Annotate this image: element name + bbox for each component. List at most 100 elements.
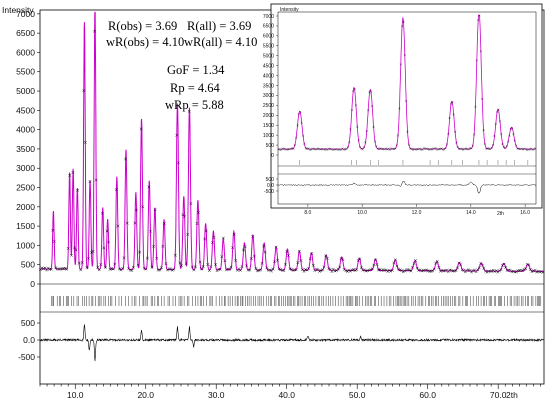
observed-point bbox=[527, 263, 531, 267]
observed-point bbox=[257, 268, 261, 272]
observed-point bbox=[85, 265, 89, 269]
y-tick-label: 6500 bbox=[16, 28, 35, 38]
inset-observed-point bbox=[369, 90, 372, 93]
x-tick-label: 50.0 bbox=[349, 390, 366, 400]
inset-y-tick-label: 2000 bbox=[263, 113, 274, 119]
inset-observed-point bbox=[410, 147, 413, 151]
inset-observed-point bbox=[512, 133, 515, 136]
inset-observed-point bbox=[301, 134, 305, 137]
inset-observed-point bbox=[520, 147, 523, 150]
y-tick-label: 3000 bbox=[16, 163, 35, 173]
inset-observed-point bbox=[399, 63, 402, 66]
inset-observed-point bbox=[500, 133, 503, 136]
inset-observed-point bbox=[372, 125, 375, 129]
inset-observed-point bbox=[506, 140, 510, 143]
observed-point bbox=[190, 265, 194, 269]
observed-point bbox=[279, 268, 283, 271]
observed-point bbox=[195, 222, 199, 225]
inset-observed-point bbox=[444, 147, 447, 150]
inset-observed-point bbox=[477, 19, 480, 22]
observed-point bbox=[386, 269, 390, 273]
observed-point bbox=[380, 268, 383, 272]
observed-point bbox=[107, 240, 111, 244]
observed-point bbox=[310, 252, 314, 255]
y-tick-label: 1500 bbox=[16, 221, 35, 231]
observed-point bbox=[71, 171, 75, 174]
observed-point bbox=[353, 269, 357, 272]
observed-point bbox=[318, 269, 321, 273]
inset-observed-point bbox=[493, 134, 496, 138]
observed-point bbox=[456, 266, 459, 270]
inset-observed-point bbox=[386, 148, 389, 151]
inset-y-tick-label: 7000 bbox=[263, 14, 274, 20]
inset-observed-point bbox=[490, 146, 493, 149]
inset-observed-point bbox=[353, 87, 356, 91]
observed-point bbox=[476, 268, 480, 272]
observed-point bbox=[359, 266, 363, 270]
observed-point bbox=[138, 250, 142, 254]
observed-point bbox=[136, 263, 140, 267]
wr-all-stat: wR(all) = 4.10 bbox=[184, 35, 257, 49]
observed-point bbox=[466, 268, 470, 272]
observed-point bbox=[358, 257, 362, 261]
observed-point bbox=[150, 265, 154, 269]
inset-observed-point bbox=[387, 147, 390, 150]
inset-observed-point bbox=[367, 109, 370, 112]
observed-point bbox=[86, 256, 90, 260]
observed-point bbox=[273, 260, 276, 264]
observed-point bbox=[502, 262, 506, 266]
inset-observed-point bbox=[310, 148, 313, 151]
observed-point bbox=[142, 266, 146, 270]
observed-point bbox=[152, 244, 156, 248]
observed-point bbox=[418, 268, 422, 272]
inset-observed-point bbox=[460, 147, 463, 150]
inset-observed-point bbox=[401, 25, 404, 28]
inset-observed-point bbox=[303, 142, 306, 145]
inset-difference-curve bbox=[277, 180, 537, 194]
inset-observed-point bbox=[368, 91, 371, 94]
y-tick-label: 2000 bbox=[16, 202, 35, 212]
observed-point bbox=[90, 251, 93, 254]
inset-observed-point bbox=[350, 109, 353, 112]
inset-observed-point bbox=[515, 144, 518, 147]
observed-point bbox=[220, 255, 224, 259]
observed-point bbox=[180, 264, 183, 268]
inset-observed-point bbox=[383, 148, 386, 151]
inset-observed-point bbox=[528, 148, 531, 151]
inset-observed-point bbox=[511, 127, 514, 130]
x-axis-label: 2th bbox=[506, 390, 518, 400]
inset-observed-point bbox=[409, 147, 412, 150]
inset-y-tick-label: 4500 bbox=[263, 63, 274, 69]
inset-observed-point bbox=[418, 147, 421, 150]
observed-point bbox=[121, 266, 124, 270]
observed-point bbox=[231, 246, 235, 250]
inset-observed-point bbox=[384, 147, 387, 150]
observed-point bbox=[80, 261, 84, 264]
inset-observed-point bbox=[394, 147, 397, 150]
observed-point bbox=[525, 262, 529, 266]
y-tick-label: 6000 bbox=[16, 47, 35, 57]
inset-y-tick-label: 4000 bbox=[263, 73, 274, 79]
observed-point bbox=[243, 245, 247, 249]
observed-point bbox=[94, 178, 98, 182]
inset-observed-point bbox=[487, 147, 491, 150]
inset-y-axis-label: Intensity bbox=[280, 7, 299, 13]
inset-plot-frame bbox=[277, 11, 537, 205]
observed-point bbox=[321, 268, 325, 272]
observed-point bbox=[319, 269, 323, 273]
inset-observed-point bbox=[521, 148, 525, 151]
observed-point bbox=[187, 109, 191, 113]
observed-point bbox=[133, 221, 137, 225]
observed-point bbox=[108, 267, 112, 271]
observed-point bbox=[40, 266, 44, 270]
inset-observed-point bbox=[280, 148, 283, 151]
inset-observed-point bbox=[402, 20, 405, 24]
inset-observed-point bbox=[464, 147, 467, 150]
observed-point bbox=[449, 268, 453, 272]
observed-point bbox=[277, 267, 281, 271]
observed-point bbox=[347, 268, 351, 272]
inset-observed-point bbox=[379, 147, 382, 150]
observed-point bbox=[282, 269, 286, 273]
inset-diff-tick-label: 0.0 bbox=[267, 183, 274, 189]
inset-y-tick-label: 1000 bbox=[263, 133, 274, 139]
